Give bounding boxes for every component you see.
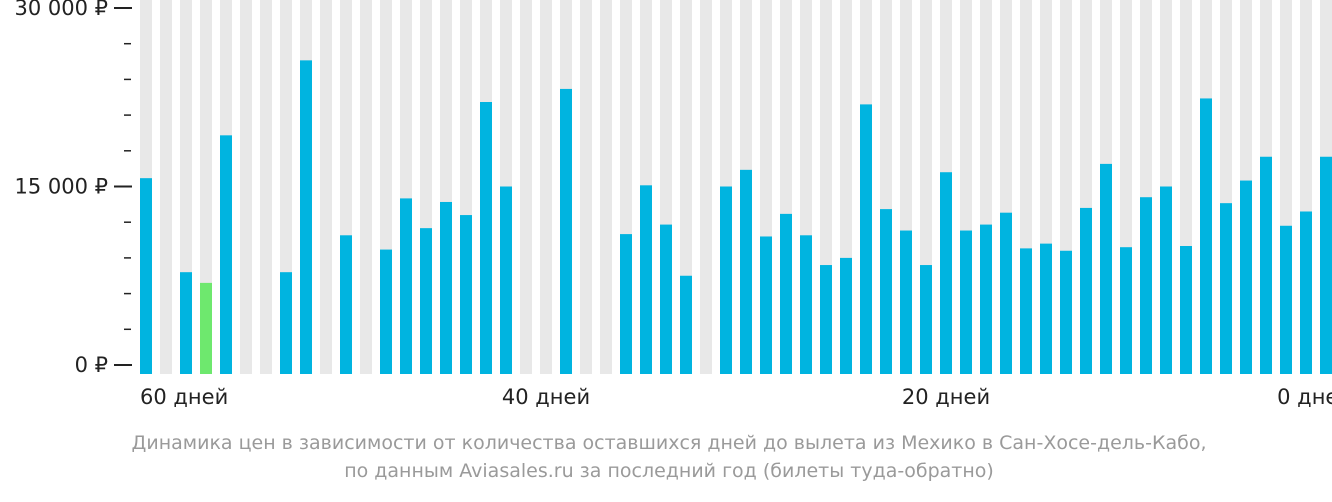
price-bar[interactable]: [1300, 211, 1312, 374]
x-tick-label: 60 дней: [140, 385, 228, 409]
price-bar[interactable]: [920, 265, 932, 374]
price-bar[interactable]: [380, 249, 392, 374]
price-bar[interactable]: [1000, 212, 1012, 374]
price-bar[interactable]: [1260, 156, 1272, 374]
price-bar[interactable]: [640, 185, 652, 374]
y-tick-label: 15 000 ₽: [14, 175, 108, 199]
day-stripe: [700, 0, 712, 374]
day-stripe: [240, 0, 252, 374]
price-bar[interactable]: [860, 104, 872, 374]
day-stripe: [320, 0, 332, 374]
bars-layer: [140, 60, 1332, 375]
price-bar[interactable]: [1240, 180, 1252, 374]
price-bar[interactable]: [400, 198, 412, 374]
price-bar[interactable]: [1080, 207, 1092, 374]
y-axis: 30 000 ₽ 15 000 ₽ 0 ₽: [14, 0, 132, 377]
price-bar[interactable]: [500, 186, 512, 375]
price-bar[interactable]: [880, 209, 892, 374]
price-bar[interactable]: [900, 230, 912, 374]
price-bar[interactable]: [420, 228, 432, 374]
price-bar[interactable]: [180, 272, 192, 374]
price-bar[interactable]: [220, 135, 232, 374]
x-tick-label: 40 дней: [502, 385, 590, 409]
price-bar[interactable]: [960, 230, 972, 374]
price-bar[interactable]: [840, 257, 852, 374]
x-tick-label: 0 дней: [1277, 385, 1332, 409]
chart-caption-line-1: Динамика цен в зависимости от количества…: [131, 432, 1207, 454]
chart-caption-line-2: по данным Aviasales.ru за последний год …: [344, 460, 994, 482]
day-stripe: [160, 0, 172, 374]
price-bar[interactable]: [660, 224, 672, 374]
price-bar[interactable]: [340, 235, 352, 374]
x-axis: 60 дней 40 дней 20 дней 0 дней: [140, 385, 1332, 409]
day-stripe: [600, 0, 612, 374]
price-bar[interactable]: [1280, 225, 1292, 374]
price-bar[interactable]: [1160, 186, 1172, 375]
y-tick-label: 30 000 ₽: [14, 0, 108, 20]
stripes-layer: [140, 0, 1332, 374]
price-bar[interactable]: [740, 169, 752, 374]
price-bar[interactable]: [560, 88, 572, 375]
price-bar[interactable]: [1180, 246, 1192, 374]
price-bar[interactable]: [780, 213, 792, 374]
price-bar[interactable]: [1020, 248, 1032, 374]
day-stripe: [360, 0, 372, 374]
price-bar[interactable]: [800, 235, 812, 374]
price-bar[interactable]: [480, 102, 492, 374]
price-bar[interactable]: [760, 236, 772, 374]
price-bar[interactable]: [820, 265, 832, 374]
price-bar[interactable]: [940, 172, 952, 374]
day-stripe: [540, 0, 552, 374]
price-bar[interactable]: [280, 272, 292, 374]
price-bar[interactable]: [1040, 243, 1052, 374]
price-bar[interactable]: [720, 186, 732, 375]
price-bar[interactable]: [680, 275, 692, 374]
price-bar[interactable]: [1100, 163, 1112, 374]
day-stripe: [260, 0, 272, 374]
chart-svg: 30 000 ₽ 15 000 ₽ 0 ₽ 60 дней 40 дней 20 дне…: [14, 0, 1332, 409]
x-tick-label: 20 дней: [902, 385, 990, 409]
price-bar-cheapest[interactable]: [200, 282, 212, 374]
price-bar[interactable]: [1060, 250, 1072, 374]
price-bar[interactable]: [1120, 247, 1132, 374]
price-bar[interactable]: [1220, 203, 1232, 374]
price-bar[interactable]: [980, 224, 992, 374]
price-bar[interactable]: [1320, 156, 1332, 374]
day-stripe: [200, 0, 212, 374]
price-bar[interactable]: [440, 201, 452, 374]
price-bar[interactable]: [300, 60, 312, 375]
day-stripe: [580, 0, 592, 374]
y-tick-label: 0 ₽: [75, 353, 108, 377]
price-bar[interactable]: [460, 215, 472, 374]
price-bar[interactable]: [1200, 98, 1212, 374]
price-bar[interactable]: [1140, 197, 1152, 374]
price-bar[interactable]: [140, 178, 152, 374]
day-stripe: [520, 0, 532, 374]
price-bar[interactable]: [620, 234, 632, 374]
